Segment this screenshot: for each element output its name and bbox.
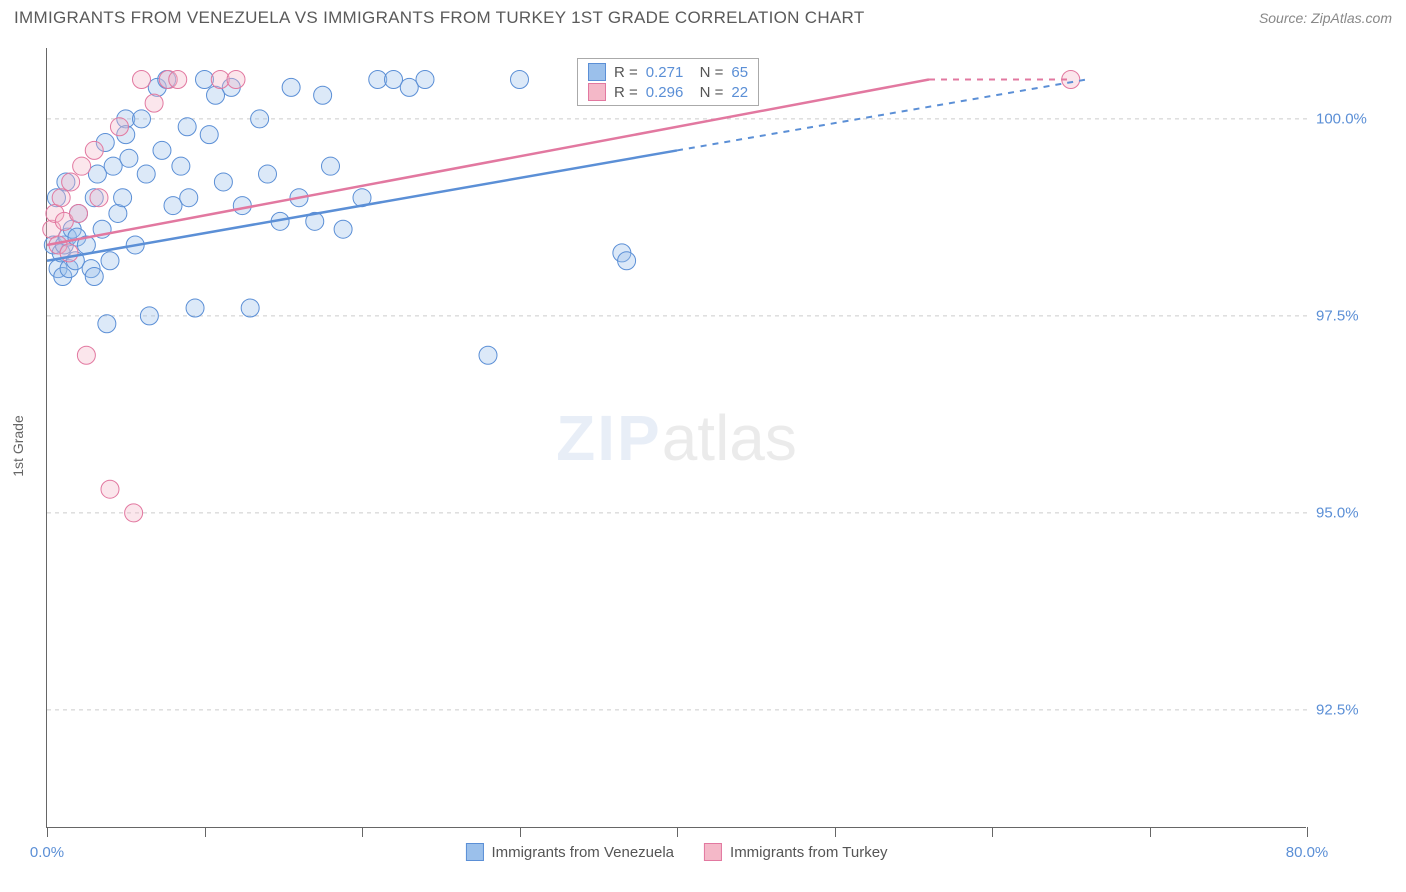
data-point xyxy=(334,220,352,238)
data-point xyxy=(101,252,119,270)
data-point xyxy=(140,307,158,325)
data-point xyxy=(207,86,225,104)
x-tick xyxy=(835,827,836,837)
x-tick xyxy=(677,827,678,837)
data-point xyxy=(479,346,497,364)
data-point xyxy=(125,504,143,522)
data-point xyxy=(227,71,245,89)
series-legend: Immigrants from Venezuela Immigrants fro… xyxy=(465,843,887,861)
data-point xyxy=(241,299,259,317)
swatch-turkey xyxy=(588,83,606,101)
data-point xyxy=(70,204,88,222)
data-point xyxy=(88,165,106,183)
x-tick xyxy=(1150,827,1151,837)
legend-n-label: N = xyxy=(691,64,723,81)
legend-n-value-venezuela: 65 xyxy=(731,64,748,81)
data-point xyxy=(114,189,132,207)
y-tick-label: 95.0% xyxy=(1316,504,1396,521)
data-point xyxy=(400,78,418,96)
data-point xyxy=(73,157,91,175)
legend-r-label: R = xyxy=(614,64,638,81)
swatch-turkey-icon xyxy=(704,843,722,861)
data-point xyxy=(133,110,151,128)
y-tick-label: 100.0% xyxy=(1316,110,1396,127)
y-tick-label: 97.5% xyxy=(1316,307,1396,324)
data-point xyxy=(52,189,70,207)
data-point xyxy=(137,165,155,183)
data-point xyxy=(180,189,198,207)
data-point xyxy=(85,141,103,159)
data-point xyxy=(618,252,636,270)
chart-title: IMMIGRANTS FROM VENEZUELA VS IMMIGRANTS … xyxy=(14,8,865,28)
x-tick xyxy=(992,827,993,837)
x-tick-label: 0.0% xyxy=(30,844,64,861)
x-tick xyxy=(205,827,206,837)
swatch-venezuela xyxy=(588,63,606,81)
data-point xyxy=(511,71,529,89)
legend-r-value-turkey: 0.296 xyxy=(646,84,684,101)
data-point xyxy=(133,71,151,89)
data-point xyxy=(110,118,128,136)
y-tick-label: 92.5% xyxy=(1316,701,1396,718)
chart-area: ZIPatlas R = 0.271 N = 65 R = 0.296 N = … xyxy=(46,48,1306,828)
scatter-plot-svg xyxy=(47,48,1306,827)
y-axis-title: 1st Grade xyxy=(10,415,26,476)
correlation-legend: R = 0.271 N = 65 R = 0.296 N = 22 xyxy=(577,58,759,106)
x-tick xyxy=(362,827,363,837)
data-point xyxy=(109,204,127,222)
data-point xyxy=(282,78,300,96)
data-point xyxy=(322,157,340,175)
x-tick xyxy=(47,827,48,837)
data-point xyxy=(214,173,232,191)
x-tick xyxy=(1307,827,1308,837)
data-point xyxy=(251,110,269,128)
data-point xyxy=(153,141,171,159)
x-tick xyxy=(520,827,521,837)
data-point xyxy=(101,480,119,498)
data-point xyxy=(314,86,332,104)
source-label: Source: ZipAtlas.com xyxy=(1259,10,1392,26)
data-point xyxy=(77,346,95,364)
data-point xyxy=(385,71,403,89)
data-point xyxy=(233,197,251,215)
series-name-turkey: Immigrants from Turkey xyxy=(730,844,888,861)
data-point xyxy=(164,197,182,215)
x-tick-label: 80.0% xyxy=(1286,844,1329,861)
legend-n-label: N = xyxy=(691,84,723,101)
data-point xyxy=(178,118,196,136)
data-point xyxy=(85,267,103,285)
data-point xyxy=(104,157,122,175)
data-point xyxy=(120,149,138,167)
legend-r-label: R = xyxy=(614,84,638,101)
series-name-venezuela: Immigrants from Venezuela xyxy=(491,844,674,861)
data-point xyxy=(62,173,80,191)
legend-n-value-turkey: 22 xyxy=(731,84,748,101)
data-point xyxy=(169,71,187,89)
data-point xyxy=(186,299,204,317)
data-point xyxy=(98,315,116,333)
legend-r-value-venezuela: 0.271 xyxy=(646,64,684,81)
data-point xyxy=(416,71,434,89)
swatch-venezuela-icon xyxy=(465,843,483,861)
series-legend-venezuela: Immigrants from Venezuela xyxy=(465,843,674,861)
data-point xyxy=(145,94,163,112)
legend-row-turkey: R = 0.296 N = 22 xyxy=(588,83,748,101)
data-point xyxy=(200,126,218,144)
legend-row-venezuela: R = 0.271 N = 65 xyxy=(588,63,748,81)
data-point xyxy=(172,157,190,175)
data-point xyxy=(259,165,277,183)
data-point xyxy=(90,189,108,207)
series-legend-turkey: Immigrants from Turkey xyxy=(704,843,888,861)
